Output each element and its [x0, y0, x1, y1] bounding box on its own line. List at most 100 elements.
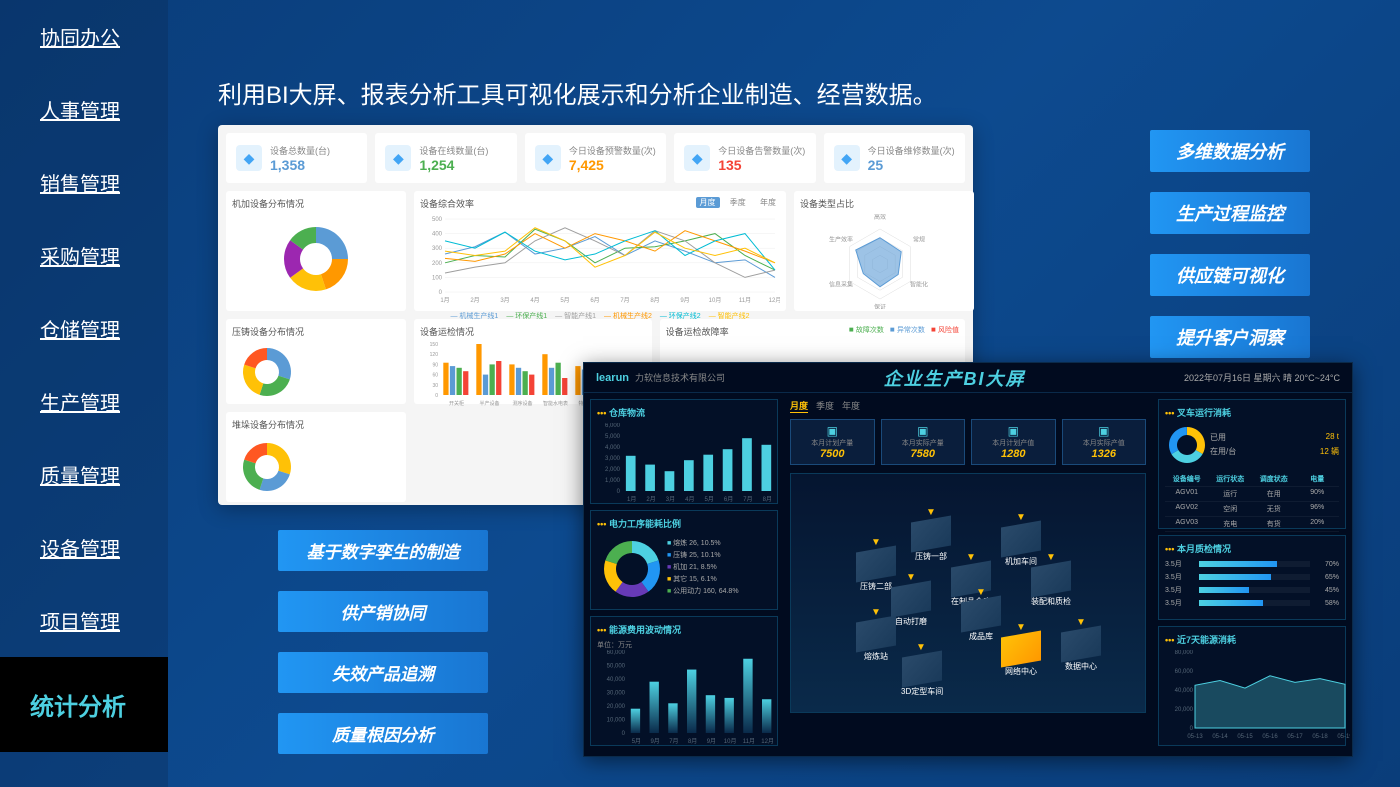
marker-icon: ▼	[966, 552, 976, 563]
svg-text:9月: 9月	[650, 738, 659, 745]
svg-text:50,000: 50,000	[607, 664, 626, 670]
d2-tabs[interactable]: 月度 季度 年度	[790, 399, 1146, 413]
tab-year[interactable]: 年度	[756, 197, 780, 208]
tag-trace: 失效产品追溯	[278, 652, 488, 693]
pie1-title: 机加设备分布情况	[232, 197, 400, 210]
svg-text:生产效率: 生产效率	[829, 236, 853, 244]
svg-text:12月: 12月	[769, 297, 780, 304]
svg-text:60,000: 60,000	[1175, 669, 1194, 675]
svg-text:常规: 常规	[913, 236, 925, 244]
sidebar-item-hr[interactable]: 人事管理	[0, 73, 168, 146]
sidebar-item-collab[interactable]: 协同办公	[0, 0, 168, 73]
marker-icon: ▼	[976, 587, 986, 598]
svg-text:5,000: 5,000	[605, 434, 621, 440]
svg-text:0: 0	[617, 489, 621, 495]
tab-quarter[interactable]: 季度	[726, 197, 750, 208]
line-tabs[interactable]: 月度 季度 年度	[692, 197, 780, 208]
svg-text:40,000: 40,000	[607, 677, 626, 683]
cube-icon	[834, 145, 860, 171]
panel-pie3: 堆垛设备分布情况	[226, 412, 406, 502]
cube-icon	[236, 145, 262, 171]
marker-icon: ▼	[1046, 552, 1056, 563]
quality-bar: 3.5月70%	[1165, 559, 1339, 569]
quality-bar: 3.5月65%	[1165, 572, 1339, 582]
sidebar-item-warehouse[interactable]: 仓储管理	[0, 292, 168, 365]
sidebar-item-sales[interactable]: 销售管理	[0, 146, 168, 219]
svg-text:60: 60	[432, 373, 438, 379]
pie3-chart	[232, 435, 302, 500]
building-熔炼站[interactable]: 熔炼站	[856, 619, 896, 662]
d2-tab-month[interactable]: 月度	[790, 399, 808, 413]
svg-text:1月: 1月	[627, 496, 636, 503]
d2-tab-quarter[interactable]: 季度	[816, 399, 834, 413]
left-tags: 基于数字孪生的制造 供产销协同 失效产品追溯 质量根因分析	[278, 530, 488, 774]
sidebar-item-purchase[interactable]: 采购管理	[0, 219, 168, 292]
svg-text:4月: 4月	[530, 297, 539, 304]
sidebar-item-analytics[interactable]: 统计分析	[0, 657, 168, 752]
d2-r2-title: 本月质检情况	[1165, 542, 1339, 555]
quality-bar: 3.5月45%	[1165, 585, 1339, 595]
building-成品库[interactable]: 成品库	[961, 599, 1001, 642]
dashboard-dark: learun 力软信息技术有限公司 企业生产BI大屏 2022年07月16日 星…	[583, 362, 1353, 757]
sidebar-item-quality[interactable]: 质量管理	[0, 438, 168, 511]
tab-month[interactable]: 月度	[696, 197, 720, 208]
sidebar-item-project[interactable]: 项目管理	[0, 584, 168, 657]
building-网络中心[interactable]: 网络中心	[1001, 634, 1041, 677]
d2-tab-year[interactable]: 年度	[842, 399, 860, 413]
sidebar-item-production[interactable]: 生产管理	[0, 365, 168, 438]
building-数据中心[interactable]: 数据中心	[1061, 629, 1101, 672]
svg-text:7月: 7月	[620, 297, 629, 304]
building-自动打磨[interactable]: 自动打磨	[891, 584, 931, 627]
svg-text:5月: 5月	[705, 496, 714, 503]
svg-text:1月: 1月	[440, 297, 449, 304]
d2-logo: learun	[596, 372, 629, 384]
d2-r1-title: 叉车运行消耗	[1165, 406, 1339, 419]
d2-3d-scene[interactable]: 压铸一部▼机加车间▼压铸二部▼在制品仓库▼装配和质检▼自动打磨▼成品库▼熔炼站▼…	[790, 473, 1146, 713]
building-压铸二部[interactable]: 压铸二部	[856, 549, 896, 592]
panel-pie2: 压铸设备分布情况	[226, 319, 406, 404]
tag-process: 生产过程监控	[1150, 192, 1310, 234]
bar-chart: 0306090120150开关柜半产设备测序设备智能水电表特种设备	[420, 342, 610, 407]
metric-card: 今日设备预警数量(次)7,425	[525, 133, 666, 183]
d2-r3-title: 近7天能源消耗	[1165, 633, 1339, 646]
building-装配和质检[interactable]: 装配和质检	[1031, 564, 1071, 607]
bar-title: 设备运检情况	[420, 325, 646, 338]
d2-forklift: 叉车运行消耗 已用28 t在用/台12 辆 设备编号运行状态调度状态电量AGV0…	[1158, 399, 1346, 529]
tag-multidim: 多维数据分析	[1150, 130, 1310, 172]
building-压铸一部[interactable]: 压铸一部	[911, 519, 951, 562]
d2-date: 2022年07月16日 星期六 晴 20°C~24°C	[1184, 371, 1340, 384]
marker-icon: ▼	[926, 507, 936, 518]
marker-icon: ▼	[871, 537, 881, 548]
tag-coord: 供产销协同	[278, 591, 488, 632]
svg-text:2月: 2月	[470, 297, 479, 304]
svg-text:30,000: 30,000	[607, 691, 626, 697]
metric-card: 设备总数量(台)1,358	[226, 133, 367, 183]
page-heading: 利用BI大屏、报表分析工具可视化展示和分析企业制造、经营数据。	[218, 75, 937, 110]
marker-icon: ▼	[1076, 617, 1086, 628]
tag-twin: 基于数字孪生的制造	[278, 530, 488, 571]
svg-text:智能水电表: 智能水电表	[543, 400, 568, 407]
svg-text:30: 30	[432, 383, 438, 389]
svg-text:05-17: 05-17	[1287, 734, 1303, 740]
svg-text:20,000: 20,000	[607, 704, 626, 710]
svg-text:4月: 4月	[685, 496, 694, 503]
sidebar: 协同办公 人事管理 销售管理 采购管理 仓储管理 生产管理 质量管理 设备管理 …	[0, 0, 168, 787]
svg-text:05-13: 05-13	[1187, 734, 1203, 740]
building-机加车间[interactable]: 机加车间	[1001, 524, 1041, 567]
main-area: 利用BI大屏、报表分析工具可视化展示和分析企业制造、经营数据。 多维数据分析 生…	[168, 0, 1400, 787]
svg-text:500: 500	[432, 217, 443, 223]
quality-bar: 3.5月58%	[1165, 598, 1339, 608]
d2-company: 力软信息技术有限公司	[635, 371, 725, 384]
pie2-title: 压铸设备分布情况	[232, 325, 400, 338]
svg-text:0: 0	[622, 731, 626, 737]
building-3D定型车间[interactable]: 3D定型车间	[901, 654, 943, 697]
sidebar-item-equipment[interactable]: 设备管理	[0, 511, 168, 584]
svg-text:开关柜: 开关柜	[449, 400, 464, 407]
svg-text:10,000: 10,000	[607, 718, 626, 724]
d2-p3-title: 能源费用波动情况	[597, 623, 771, 636]
svg-text:9月: 9月	[707, 738, 716, 745]
marker-icon: ▼	[916, 642, 926, 653]
svg-text:半产设备: 半产设备	[479, 400, 499, 407]
d2-right: 叉车运行消耗 已用28 t在用/台12 辆 设备编号运行状态调度状态电量AGV0…	[1152, 393, 1352, 758]
svg-text:0: 0	[435, 393, 438, 399]
